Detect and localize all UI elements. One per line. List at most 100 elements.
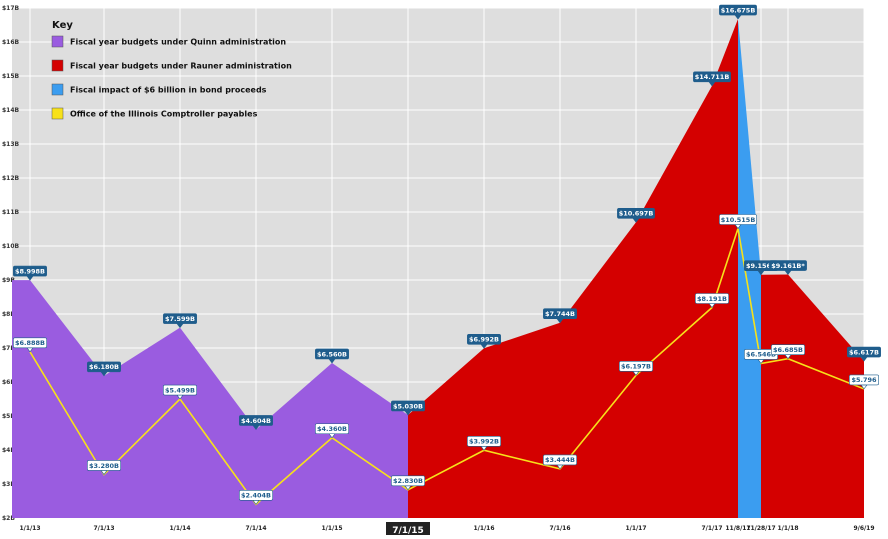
payables-data-label: $5.499B: [163, 384, 197, 400]
key-label: Fiscal year budgets under Quinn administ…: [70, 38, 286, 47]
payables-data-label: $2.404B: [239, 489, 273, 505]
key-label: Fiscal year budgets under Rauner adminis…: [70, 62, 292, 71]
label-box: [771, 344, 805, 356]
y-tick-label: $7B: [2, 345, 15, 352]
payables-data-label: $3.444B: [543, 454, 577, 470]
budget-data-label: $16.675B: [719, 4, 757, 20]
x-tick-label-highlight: 7/1/15: [392, 526, 424, 535]
payables-data-label: $6.197B: [619, 361, 653, 376]
label-box: [315, 348, 349, 360]
label-box: [391, 400, 425, 412]
label-box: [13, 265, 47, 277]
label-box: [467, 435, 501, 447]
budget-data-label: $6.617B: [847, 346, 881, 362]
label-box: [87, 460, 121, 471]
data-label: $6.685B: [773, 346, 803, 354]
budget-data-label: $6.560B: [315, 348, 349, 364]
label-box: [848, 374, 879, 386]
label-box: [693, 71, 731, 83]
y-tick-label: $2B: [2, 515, 15, 522]
payables-data-label: $10.515B: [719, 214, 757, 229]
payables-data-label: $5.796: [848, 374, 879, 390]
x-tick-label: 7/1/17: [701, 525, 722, 532]
data-label: $6.617B: [849, 348, 879, 356]
x-tick-label: 1/1/17: [625, 525, 646, 532]
payables-data-label: $6.685B: [771, 344, 805, 360]
key-label: Office of the Illinois Comptroller payab…: [70, 110, 258, 119]
x-tick-label: 1/1/14: [169, 525, 190, 532]
y-tick-label: $9B: [2, 277, 15, 284]
payables-data-label: $6.888B: [13, 337, 47, 353]
label-box: [619, 361, 653, 372]
highlight-tick-box: [386, 522, 430, 536]
data-label: $6.560B: [317, 350, 347, 358]
x-tick-label: 11/28/17: [746, 525, 775, 532]
budget-data-label: $6.180B: [87, 361, 121, 377]
y-tick-label: $13B: [2, 141, 20, 148]
key-swatch: [51, 83, 64, 96]
y-tick-label: $4B: [2, 447, 15, 454]
x-tick-label: 7/1/14: [245, 525, 266, 532]
y-tick-label: $3B: [2, 481, 15, 488]
budget-data-label: $6.992B: [467, 333, 501, 349]
data-label: $16.675B: [721, 6, 756, 14]
budget-data-label: $10.697B: [617, 208, 655, 223]
rauner-area-continued: [761, 274, 864, 518]
budget-data-label: $4.604B: [239, 415, 273, 430]
x-tick-label: 1/1/15: [321, 525, 342, 532]
x-tick-label: 9/6/19: [853, 525, 874, 532]
data-label: $5.796: [851, 376, 877, 384]
data-label: $3.992B: [469, 438, 499, 446]
key-swatch: [51, 107, 64, 120]
x-tick-label: 1/1/13: [19, 525, 40, 532]
y-tick-label: $15B: [2, 73, 20, 80]
y-tick-label: $6B: [2, 379, 15, 386]
data-label: $5.499B: [165, 386, 195, 394]
y-tick-label: $10B: [2, 243, 20, 250]
label-box: [239, 489, 273, 501]
y-tick-label: $12B: [2, 175, 20, 182]
key-label: Fiscal impact of $6 billion in bond proc…: [70, 86, 267, 95]
key-swatch: [51, 35, 64, 48]
data-label: $8.998B: [15, 267, 45, 275]
data-label: $6.197B: [621, 363, 651, 371]
label-box: [719, 214, 757, 225]
x-tick-label: 1/1/16: [473, 525, 494, 532]
budget-data-label: $9.161B*: [769, 260, 807, 276]
data-label: $6.546B: [746, 351, 776, 359]
x-tick-label: 11/8/17: [725, 525, 750, 532]
data-label: $9.161B*: [771, 262, 805, 270]
label-box: [467, 333, 501, 345]
x-tick-label: 7/1/13: [93, 525, 114, 532]
label-box: [695, 293, 729, 304]
payables-data-label: $3.280B: [87, 460, 121, 475]
data-label: $4.360B: [317, 425, 347, 433]
payables-data-label: $8.191B: [695, 293, 729, 309]
budget-data-label: $7.744B: [543, 308, 577, 324]
budget-data-label: $7.599B: [163, 313, 197, 329]
label-box: [847, 346, 881, 358]
data-label: $5.030B: [393, 402, 423, 410]
payables-data-label: $2.830B: [391, 475, 425, 491]
data-label: $3.444B: [545, 456, 575, 464]
payables-line: [29, 228, 865, 506]
data-label: $8.191B: [697, 295, 727, 303]
label-box: [391, 475, 425, 487]
label-box: [13, 337, 47, 349]
x-tick-label: 1/1/18: [777, 525, 798, 532]
y-tick-label: $14B: [2, 107, 20, 114]
y-tick-label: $8B: [2, 311, 15, 318]
data-label: $6.180B: [89, 363, 119, 371]
y-tick-label: $17B: [2, 5, 20, 12]
label-box: [163, 384, 197, 396]
payables-data-label: $4.360B: [315, 423, 349, 439]
label-box: [769, 260, 807, 271]
data-label: $3.280B: [89, 462, 119, 470]
data-label: $6.888B: [15, 339, 45, 347]
data-label: $6.992B: [469, 336, 499, 344]
key-swatch: [51, 59, 64, 72]
budget-data-label: $14.711B: [693, 71, 731, 87]
data-label: $10.697B: [619, 210, 654, 218]
